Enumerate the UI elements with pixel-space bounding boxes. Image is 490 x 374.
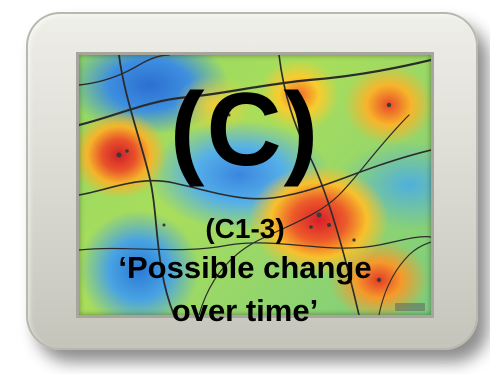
caption-line-2: over time’ bbox=[171, 293, 319, 328]
caption-line-1: ‘Possible change bbox=[118, 250, 372, 285]
device-frame bbox=[26, 12, 478, 350]
map-roads-icon bbox=[79, 55, 431, 315]
heatmap-screen bbox=[76, 52, 434, 318]
panel-letter: (C) bbox=[169, 72, 321, 188]
panel-code: (C1-3) bbox=[205, 213, 285, 244]
map-watermark bbox=[395, 303, 425, 311]
